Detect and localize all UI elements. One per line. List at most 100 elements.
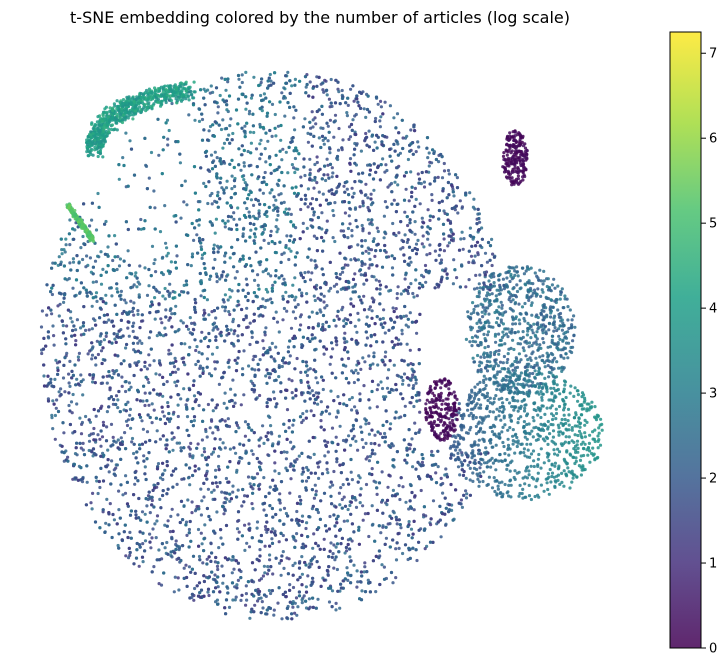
scatter-point <box>258 358 262 362</box>
scatter-point <box>271 572 275 576</box>
scatter-point <box>163 523 167 527</box>
scatter-point <box>230 558 234 562</box>
scatter-point <box>88 256 92 260</box>
scatter-point <box>403 404 407 408</box>
scatter-point <box>354 439 358 443</box>
scatter-point <box>81 448 85 452</box>
scatter-point <box>270 102 275 106</box>
scatter-point <box>325 304 329 308</box>
scatter-point <box>205 557 209 561</box>
scatter-point <box>364 422 368 426</box>
scatter-point <box>159 583 164 587</box>
scatter-point <box>372 188 376 192</box>
scatter-point <box>224 88 228 92</box>
scatter-point <box>459 237 463 241</box>
scatter-point <box>223 225 227 229</box>
scatter-point <box>349 297 353 301</box>
scatter-point <box>350 396 354 400</box>
scatter-point <box>182 200 186 204</box>
scatter-point <box>440 176 445 180</box>
scatter-point <box>71 257 75 261</box>
scatter-point <box>300 555 304 559</box>
scatter-point <box>422 245 426 249</box>
scatter-point <box>354 498 358 502</box>
scatter-point <box>157 548 161 552</box>
scatter-point <box>220 564 224 568</box>
scatter-point <box>464 496 469 500</box>
scatter-point <box>226 417 230 421</box>
scatter-point <box>414 197 418 201</box>
scatter-point <box>332 284 336 288</box>
scatter-point <box>291 310 295 314</box>
scatter-point <box>188 345 192 349</box>
scatter-point <box>370 223 374 227</box>
scatter-point <box>150 498 154 503</box>
scatter-point <box>373 433 377 437</box>
scatter-point <box>164 308 168 312</box>
scatter-point <box>314 376 318 380</box>
scatter-point <box>310 110 314 114</box>
scatter-point <box>352 380 356 385</box>
scatter-point <box>340 497 344 502</box>
scatter-point <box>327 289 331 293</box>
scatter-point <box>240 174 244 179</box>
scatter-point <box>145 293 150 297</box>
scatter-point <box>353 272 357 276</box>
scatter-point <box>261 424 265 428</box>
scatter-point <box>147 353 151 357</box>
scatter-point <box>331 347 335 351</box>
scatter-point <box>322 294 326 298</box>
scatter-point <box>370 309 374 313</box>
scatter-point <box>243 548 247 553</box>
scatter-point <box>397 416 401 420</box>
scatter-point <box>274 310 278 314</box>
scatter-point <box>320 211 324 215</box>
scatter-point <box>388 104 392 108</box>
scatter-point <box>236 206 240 210</box>
scatter-point <box>208 124 213 129</box>
scatter-point <box>193 118 197 122</box>
scatter-point <box>300 572 304 576</box>
scatter-point <box>459 498 463 502</box>
scatter-point <box>261 606 265 610</box>
scatter-point <box>335 282 339 286</box>
scatter-point <box>346 236 350 240</box>
scatter-point <box>335 460 339 464</box>
scatter-point <box>287 257 291 262</box>
scatter-point <box>323 306 327 310</box>
scatter-point <box>259 93 263 98</box>
scatter-point <box>64 237 68 241</box>
scatter-point <box>88 224 92 228</box>
scatter-point <box>386 185 390 189</box>
scatter-point <box>374 590 378 594</box>
scatter-point <box>117 177 121 181</box>
scatter-point <box>209 84 213 88</box>
scatter-point <box>355 569 359 573</box>
scatter-point <box>143 364 147 369</box>
scatter-point <box>211 409 215 413</box>
scatter-point <box>285 234 289 238</box>
scatter-point <box>245 598 249 602</box>
scatter-point <box>140 419 144 423</box>
scatter-point <box>319 400 323 404</box>
scatter-point <box>187 445 191 449</box>
scatter-point <box>287 294 291 298</box>
scatter-point <box>209 153 214 157</box>
scatter-point <box>384 536 388 540</box>
scatter-point <box>275 218 279 222</box>
scatter-point <box>308 157 312 161</box>
scatter-point <box>392 511 396 515</box>
scatter-point <box>467 260 471 264</box>
scatter-point <box>217 546 221 550</box>
scatter-point <box>359 487 363 491</box>
scatter-point <box>40 351 44 356</box>
scatter-point <box>304 85 308 89</box>
scatter-point <box>192 238 196 242</box>
scatter-point <box>261 270 265 274</box>
scatter-point <box>243 181 247 185</box>
scatter-point <box>472 197 476 201</box>
scatter-point <box>384 163 388 167</box>
scatter-point <box>111 435 115 439</box>
scatter-point <box>245 306 249 310</box>
scatter-point <box>412 295 416 299</box>
